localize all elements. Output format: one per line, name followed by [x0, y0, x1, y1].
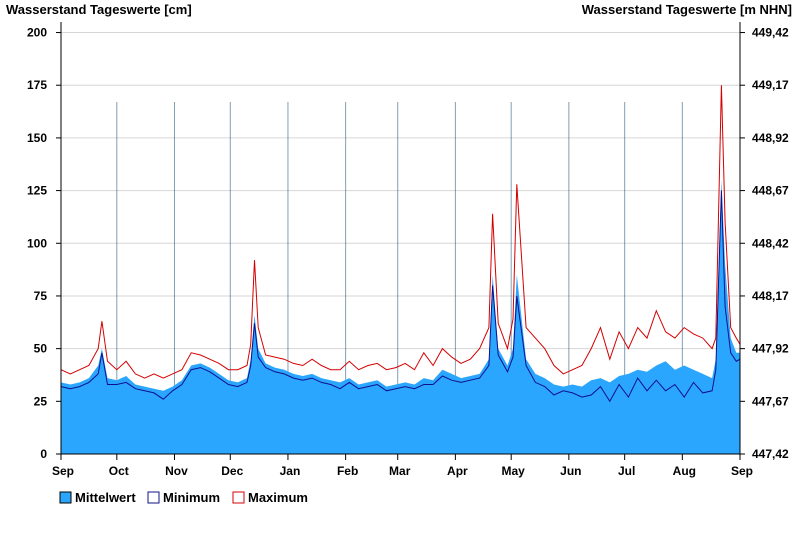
gridlines — [61, 32, 740, 402]
x-tick-label: Sep — [731, 464, 753, 478]
x-tick-label: Feb — [337, 464, 358, 478]
y2-tick-label: 448,92 — [752, 131, 789, 145]
minimum-line — [60, 190, 741, 403]
y-tick-label: 75 — [34, 289, 48, 303]
y-tick-label: 175 — [27, 78, 47, 92]
y-axis-left: 0 25 50 75 100 125 150 175 200 — [27, 22, 62, 461]
y2-tick-label: 449,17 — [752, 78, 789, 92]
legend-label-minimum: Minimum — [163, 490, 220, 505]
y-tick-label: 150 — [27, 131, 47, 145]
x-tick-label: Sep — [52, 464, 74, 478]
legend-label-maximum: Maximum — [248, 490, 308, 505]
y-tick-label: 0 — [40, 447, 47, 461]
maximum-line — [60, 85, 741, 379]
y-tick-label: 125 — [27, 184, 47, 198]
x-tick-label: Jan — [280, 464, 301, 478]
legend-swatch-mittelwert — [59, 491, 72, 504]
x-tick-label: Mar — [389, 464, 411, 478]
left-axis-title: Wasserstand Tageswerte [cm] — [6, 2, 192, 17]
x-tick-label: Jun — [560, 464, 581, 478]
y2-tick-label: 447,67 — [752, 394, 789, 408]
y2-tick-label: 448,67 — [752, 184, 789, 198]
y-axis-right: 447,42 447,67 447,92 448,17 448,42 448,67 448,… — [739, 22, 789, 461]
x-tick-label: Dec — [221, 464, 243, 478]
legend-swatch-maximum — [232, 491, 245, 504]
legend-label-mittelwert: Mittelwert — [75, 490, 136, 505]
y2-tick-label: 449,42 — [752, 26, 789, 40]
y-tick-label: 100 — [27, 236, 47, 250]
x-tick-label: Apr — [447, 464, 468, 478]
x-tick-label: Aug — [673, 464, 696, 478]
x-axis: Sep Oct Nov Dec Jan Feb Mar Apr May Jun Jul Aug Sep — [52, 453, 753, 478]
y2-tick-label: 448,42 — [752, 236, 789, 250]
mittelwert-area — [61, 180, 740, 454]
y2-tick-label: 447,42 — [752, 447, 789, 461]
plot-area — [60, 85, 741, 454]
x-tick-label: Jul — [618, 464, 635, 478]
y-tick-label: 50 — [34, 342, 48, 356]
x-tick-label: Oct — [109, 464, 129, 478]
y2-tick-label: 447,92 — [752, 342, 789, 356]
y-tick-label: 25 — [34, 394, 48, 408]
right-axis-title: Wasserstand Tageswerte [m NHN] — [582, 2, 792, 17]
y2-tick-label: 448,17 — [752, 289, 789, 303]
x-tick-label: Nov — [165, 464, 188, 478]
x-tick-label: May — [502, 464, 526, 478]
legend: Mittelwert Minimum Maximum — [59, 490, 308, 505]
legend-swatch-minimum — [147, 491, 160, 504]
y-tick-label: 200 — [27, 26, 47, 40]
